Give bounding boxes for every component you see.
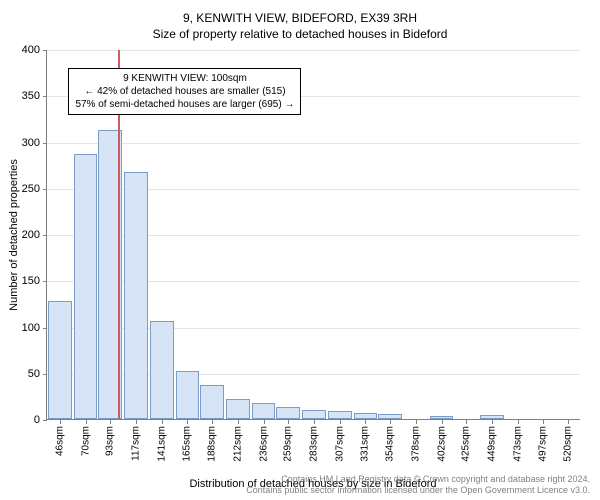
histogram-bar <box>430 416 454 419</box>
x-tick-label: 402sqm <box>436 426 447 462</box>
y-tick <box>43 281 47 282</box>
histogram-bar <box>276 407 300 419</box>
info-box-line: 9 KENWITH VIEW: 100sqm <box>75 72 294 85</box>
x-tick-label: 93sqm <box>105 426 116 456</box>
y-tick <box>43 96 47 97</box>
x-tick-label: 70sqm <box>80 426 91 456</box>
x-tick-label: 425sqm <box>461 426 472 462</box>
y-tick-label: 50 <box>10 368 40 380</box>
x-tick <box>390 420 391 424</box>
footer-line-1: Contains HM Land Registry data © Crown c… <box>246 474 590 485</box>
y-tick <box>43 328 47 329</box>
x-tick <box>466 420 467 424</box>
x-tick-label: 236sqm <box>258 426 269 462</box>
footer-line-2: Contains public sector information licen… <box>246 485 590 496</box>
y-tick-label: 150 <box>10 275 40 287</box>
x-tick <box>518 420 519 424</box>
x-tick <box>162 420 163 424</box>
x-tick <box>238 420 239 424</box>
x-tick-label: 165sqm <box>182 426 193 462</box>
histogram-bar <box>354 413 378 419</box>
x-tick-label: 188sqm <box>207 426 218 462</box>
x-tick-label: 307sqm <box>334 426 345 462</box>
page-title: 9, KENWITH VIEW, BIDEFORD, EX39 3RH <box>0 10 600 26</box>
y-tick <box>43 374 47 375</box>
y-tick <box>43 50 47 51</box>
x-tick-label: 331sqm <box>360 426 371 462</box>
x-tick <box>340 420 341 424</box>
info-box-line: ← 42% of detached houses are smaller (51… <box>75 85 294 98</box>
y-tick <box>43 420 47 421</box>
y-tick <box>43 189 47 190</box>
x-tick-label: 283sqm <box>309 426 320 462</box>
x-tick <box>264 420 265 424</box>
y-tick-label: 300 <box>10 137 40 149</box>
x-tick-label: 497sqm <box>538 426 549 462</box>
gridline <box>47 143 580 144</box>
x-tick <box>568 420 569 424</box>
histogram-bar <box>378 414 402 419</box>
y-tick-label: 250 <box>10 183 40 195</box>
y-tick-label: 200 <box>10 229 40 241</box>
histogram-bar <box>124 172 148 419</box>
x-tick-label: 354sqm <box>385 426 396 462</box>
histogram-bar <box>176 371 200 419</box>
x-tick <box>543 420 544 424</box>
y-tick-label: 100 <box>10 322 40 334</box>
y-tick <box>43 143 47 144</box>
x-tick <box>288 420 289 424</box>
y-tick-label: 400 <box>10 44 40 56</box>
x-tick-label: 473sqm <box>512 426 523 462</box>
x-tick-label: 378sqm <box>410 426 421 462</box>
x-tick-label: 212sqm <box>232 426 243 462</box>
histogram-bar <box>302 410 326 419</box>
info-box-line: 57% of semi-detached houses are larger (… <box>75 98 294 111</box>
plot-region: 05010015020025030035040046sqm70sqm93sqm1… <box>46 50 580 420</box>
page-root: 9, KENWITH VIEW, BIDEFORD, EX39 3RH Size… <box>0 0 600 500</box>
x-tick <box>86 420 87 424</box>
footer-attribution: Contains HM Land Registry data © Crown c… <box>246 474 590 497</box>
x-tick <box>416 420 417 424</box>
x-tick <box>365 420 366 424</box>
page-subtitle: Size of property relative to detached ho… <box>0 26 600 42</box>
x-tick-label: 259sqm <box>283 426 294 462</box>
x-tick <box>492 420 493 424</box>
info-box: 9 KENWITH VIEW: 100sqm← 42% of detached … <box>68 68 301 115</box>
x-tick-label: 141sqm <box>156 426 167 462</box>
y-tick-label: 350 <box>10 90 40 102</box>
x-tick <box>442 420 443 424</box>
x-tick-label: 449sqm <box>487 426 498 462</box>
x-tick <box>212 420 213 424</box>
x-tick-label: 46sqm <box>54 426 65 456</box>
histogram-bar <box>480 415 504 419</box>
x-tick <box>60 420 61 424</box>
y-tick <box>43 235 47 236</box>
x-tick-label: 520sqm <box>563 426 574 462</box>
histogram-bar <box>150 321 174 419</box>
y-tick-label: 0 <box>10 414 40 426</box>
histogram-bar <box>74 154 98 419</box>
histogram-bar <box>226 399 250 419</box>
x-tick <box>187 420 188 424</box>
histogram-bar <box>252 403 276 419</box>
x-tick <box>314 420 315 424</box>
chart-area: Number of detached properties 0501001502… <box>46 50 580 420</box>
x-tick <box>110 420 111 424</box>
histogram-bar <box>200 385 224 419</box>
histogram-bar <box>48 301 72 419</box>
histogram-bar <box>328 411 352 419</box>
x-tick <box>136 420 137 424</box>
x-tick-label: 117sqm <box>131 426 142 461</box>
gridline <box>47 50 580 51</box>
